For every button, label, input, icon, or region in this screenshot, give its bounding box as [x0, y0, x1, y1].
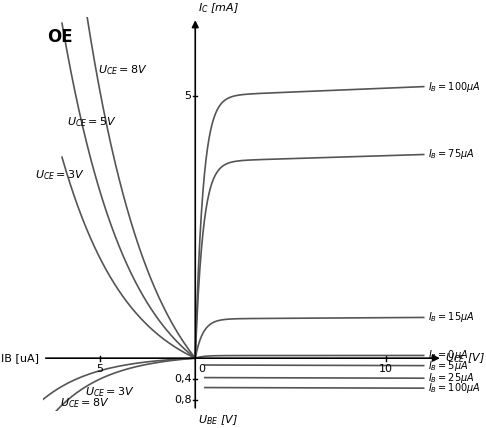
Text: $U_{CE}=8V$: $U_{CE}=8V$ [98, 63, 148, 77]
Text: $U_{CE}=5V$: $U_{CE}=5V$ [68, 116, 117, 129]
Text: $I_B = 15\mu A$: $I_B = 15\mu A$ [428, 310, 474, 324]
Text: $I_B = 5\mu A$: $I_B = 5\mu A$ [428, 359, 468, 373]
Text: $U_{CE}$ [V]: $U_{CE}$ [V] [445, 351, 485, 365]
Text: 10: 10 [379, 365, 393, 374]
Text: 0,4: 0,4 [174, 374, 191, 384]
Text: $U_{CE}=3V$: $U_{CE}=3V$ [85, 385, 134, 399]
Text: 0,8: 0,8 [174, 395, 191, 405]
Text: 5: 5 [185, 91, 191, 101]
Text: $U_{BE}$ [V]: $U_{BE}$ [V] [198, 413, 238, 427]
Text: $I_B = 0\mu A$: $I_B = 0\mu A$ [428, 348, 468, 363]
Text: OE: OE [47, 28, 72, 46]
Text: 5: 5 [97, 365, 104, 374]
Text: 0: 0 [198, 365, 205, 374]
Text: $U_{CE}=8V$: $U_{CE}=8V$ [60, 396, 110, 410]
Text: $I_B = 100\mu A$: $I_B = 100\mu A$ [428, 381, 480, 395]
Text: $I_B = 25\mu A$: $I_B = 25\mu A$ [428, 371, 474, 385]
Text: $I_B = 75\mu A$: $I_B = 75\mu A$ [428, 148, 474, 161]
Text: $I_C$ [mA]: $I_C$ [mA] [198, 1, 239, 15]
Text: $U_{CE}=3V$: $U_{CE}=3V$ [35, 168, 85, 181]
Text: IB [uA]: IB [uA] [1, 353, 39, 363]
Text: $I_B = 100\mu A$: $I_B = 100\mu A$ [428, 80, 480, 94]
